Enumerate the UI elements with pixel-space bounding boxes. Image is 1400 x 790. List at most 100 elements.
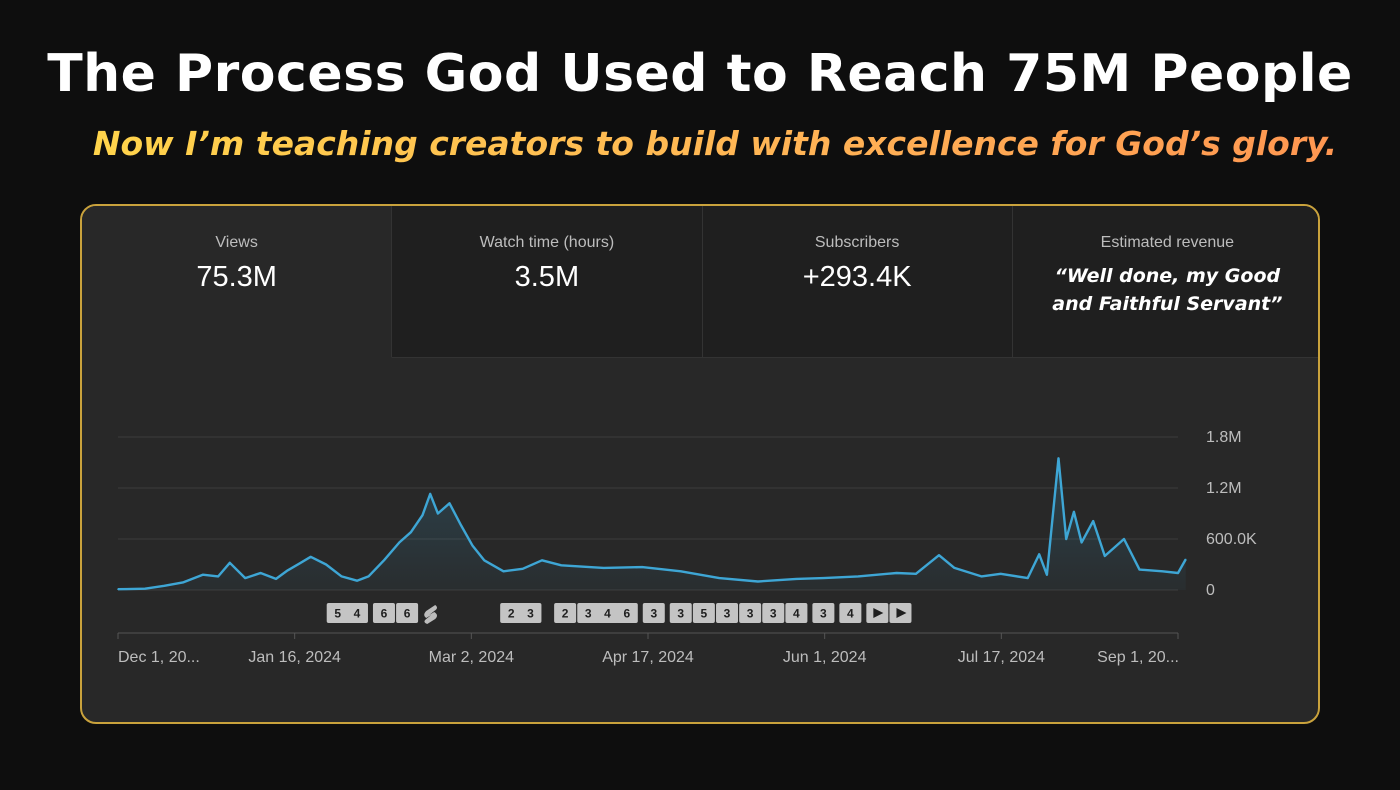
tab-estimated-revenue[interactable]: Estimated revenue “Well done, my Good an…	[1012, 206, 1318, 358]
y-tick-label: 1.2M	[1206, 480, 1242, 497]
data-point	[367, 575, 370, 578]
tab-watch-time[interactable]: Watch time (hours) 3.5M	[392, 206, 703, 358]
video-count-badge[interactable]: 3	[716, 603, 739, 623]
data-point	[421, 514, 424, 516]
badge-label: 3	[770, 607, 777, 621]
badge-box	[785, 603, 808, 623]
data-point	[521, 567, 524, 570]
video-count-badge[interactable]: 3	[642, 603, 665, 623]
data-point	[1073, 511, 1075, 513]
x-tick-label: Dec 1, 20...	[118, 649, 200, 666]
video-count-badge[interactable]: 3	[669, 603, 692, 623]
play-icon	[896, 608, 907, 618]
play-icon	[873, 608, 884, 618]
data-point	[1065, 538, 1068, 540]
metric-tabs: Views 75.3M Watch time (hours) 3.5M Subs…	[82, 206, 1318, 358]
video-count-badge[interactable]: 6	[396, 603, 419, 623]
metric-label: Watch time (hours)	[479, 234, 615, 251]
badge-box	[642, 603, 665, 623]
metric-value: 75.3M	[196, 261, 277, 293]
data-point	[938, 554, 940, 556]
data-point	[356, 579, 358, 582]
data-point	[1057, 457, 1060, 460]
x-tick-label: Jun 1, 2024	[783, 649, 867, 666]
data-point	[202, 573, 204, 576]
badge-label: 6	[381, 607, 388, 621]
x-tick-label: Mar 2, 2024	[429, 649, 514, 666]
badge-box	[739, 603, 762, 623]
metric-label: Views	[215, 234, 258, 251]
data-point	[275, 578, 277, 580]
data-point	[309, 556, 312, 558]
video-count-badge[interactable]: 3	[812, 603, 835, 623]
data-point	[244, 577, 246, 579]
badge-box	[372, 603, 395, 623]
x-tick-label: Jan 16, 2024	[248, 649, 341, 666]
badge-label: 6	[623, 607, 630, 621]
badge-label: 6	[404, 607, 411, 621]
video-count-badge[interactable]: 6	[615, 603, 638, 623]
x-tick-label: Sep 1, 20...	[1097, 649, 1179, 666]
badge-box	[345, 603, 368, 623]
video-count-badge[interactable]: 3	[739, 603, 762, 623]
tab-views[interactable]: Views 75.3M	[82, 206, 393, 358]
data-point	[1161, 570, 1164, 573]
video-count-badge[interactable]: 5	[326, 603, 349, 623]
badge-label: 2	[562, 607, 569, 621]
shorts-icon-marker[interactable]	[424, 605, 437, 624]
badge-label: 5	[701, 607, 708, 621]
video-count-badge[interactable]: 4	[345, 603, 368, 623]
metric-label: Estimated revenue	[1100, 234, 1235, 251]
data-point	[915, 573, 917, 575]
data-point	[1177, 572, 1179, 574]
video-count-badge[interactable]: 6	[372, 603, 395, 623]
play-icon-marker[interactable]	[866, 603, 889, 623]
x-axis-labels: Dec 1, 20... Jan 16, 2024 Mar 2, 2024 Apr 1…	[117, 633, 1179, 666]
video-count-badge[interactable]: 4	[596, 603, 619, 623]
metric-label: Subscribers	[814, 234, 900, 251]
data-point	[822, 577, 825, 579]
data-point	[980, 575, 983, 578]
badge-label: 3	[650, 607, 657, 621]
data-point	[1080, 541, 1083, 544]
badge-box	[839, 603, 862, 623]
badge-label: 3	[677, 607, 684, 621]
data-point	[895, 572, 898, 574]
badge-label: 3	[585, 607, 592, 621]
data-point	[471, 545, 474, 547]
badge-label: 3	[820, 607, 827, 621]
video-count-badge[interactable]: 5	[692, 603, 715, 623]
data-point	[953, 567, 956, 569]
data-point	[795, 578, 798, 580]
badge-box	[615, 603, 638, 623]
data-point	[163, 584, 166, 587]
data-point	[718, 577, 721, 579]
badge-label: 4	[847, 607, 854, 621]
data-point	[410, 531, 412, 533]
video-count-badge[interactable]: 3	[577, 603, 600, 623]
video-count-badge[interactable]: 3	[762, 603, 785, 623]
data-point	[286, 569, 289, 572]
data-point	[502, 570, 505, 573]
play-icon-marker[interactable]	[889, 603, 912, 623]
data-point	[1092, 520, 1094, 522]
x-tick-label: Jul 17, 2024	[958, 649, 1045, 666]
tab-subscribers[interactable]: Subscribers +293.4K	[702, 206, 1013, 358]
video-count-badge[interactable]: 4	[839, 603, 862, 623]
page-subtitle: Now I’m teaching creators to build with …	[0, 124, 1400, 163]
data-point	[1184, 558, 1187, 561]
badge-label: 3	[747, 607, 754, 621]
data-point	[117, 588, 119, 590]
badge-label: 3	[724, 607, 731, 621]
data-point	[560, 564, 563, 567]
video-count-badge[interactable]: 2	[554, 603, 577, 623]
video-count-badge[interactable]: 3	[519, 603, 542, 623]
badge-label: 4	[354, 607, 361, 621]
data-point	[429, 493, 432, 495]
data-point	[1123, 538, 1125, 540]
shorts-icon	[424, 605, 437, 624]
video-count-badge[interactable]: 4	[785, 603, 808, 623]
video-count-badge[interactable]: 2	[500, 603, 523, 623]
